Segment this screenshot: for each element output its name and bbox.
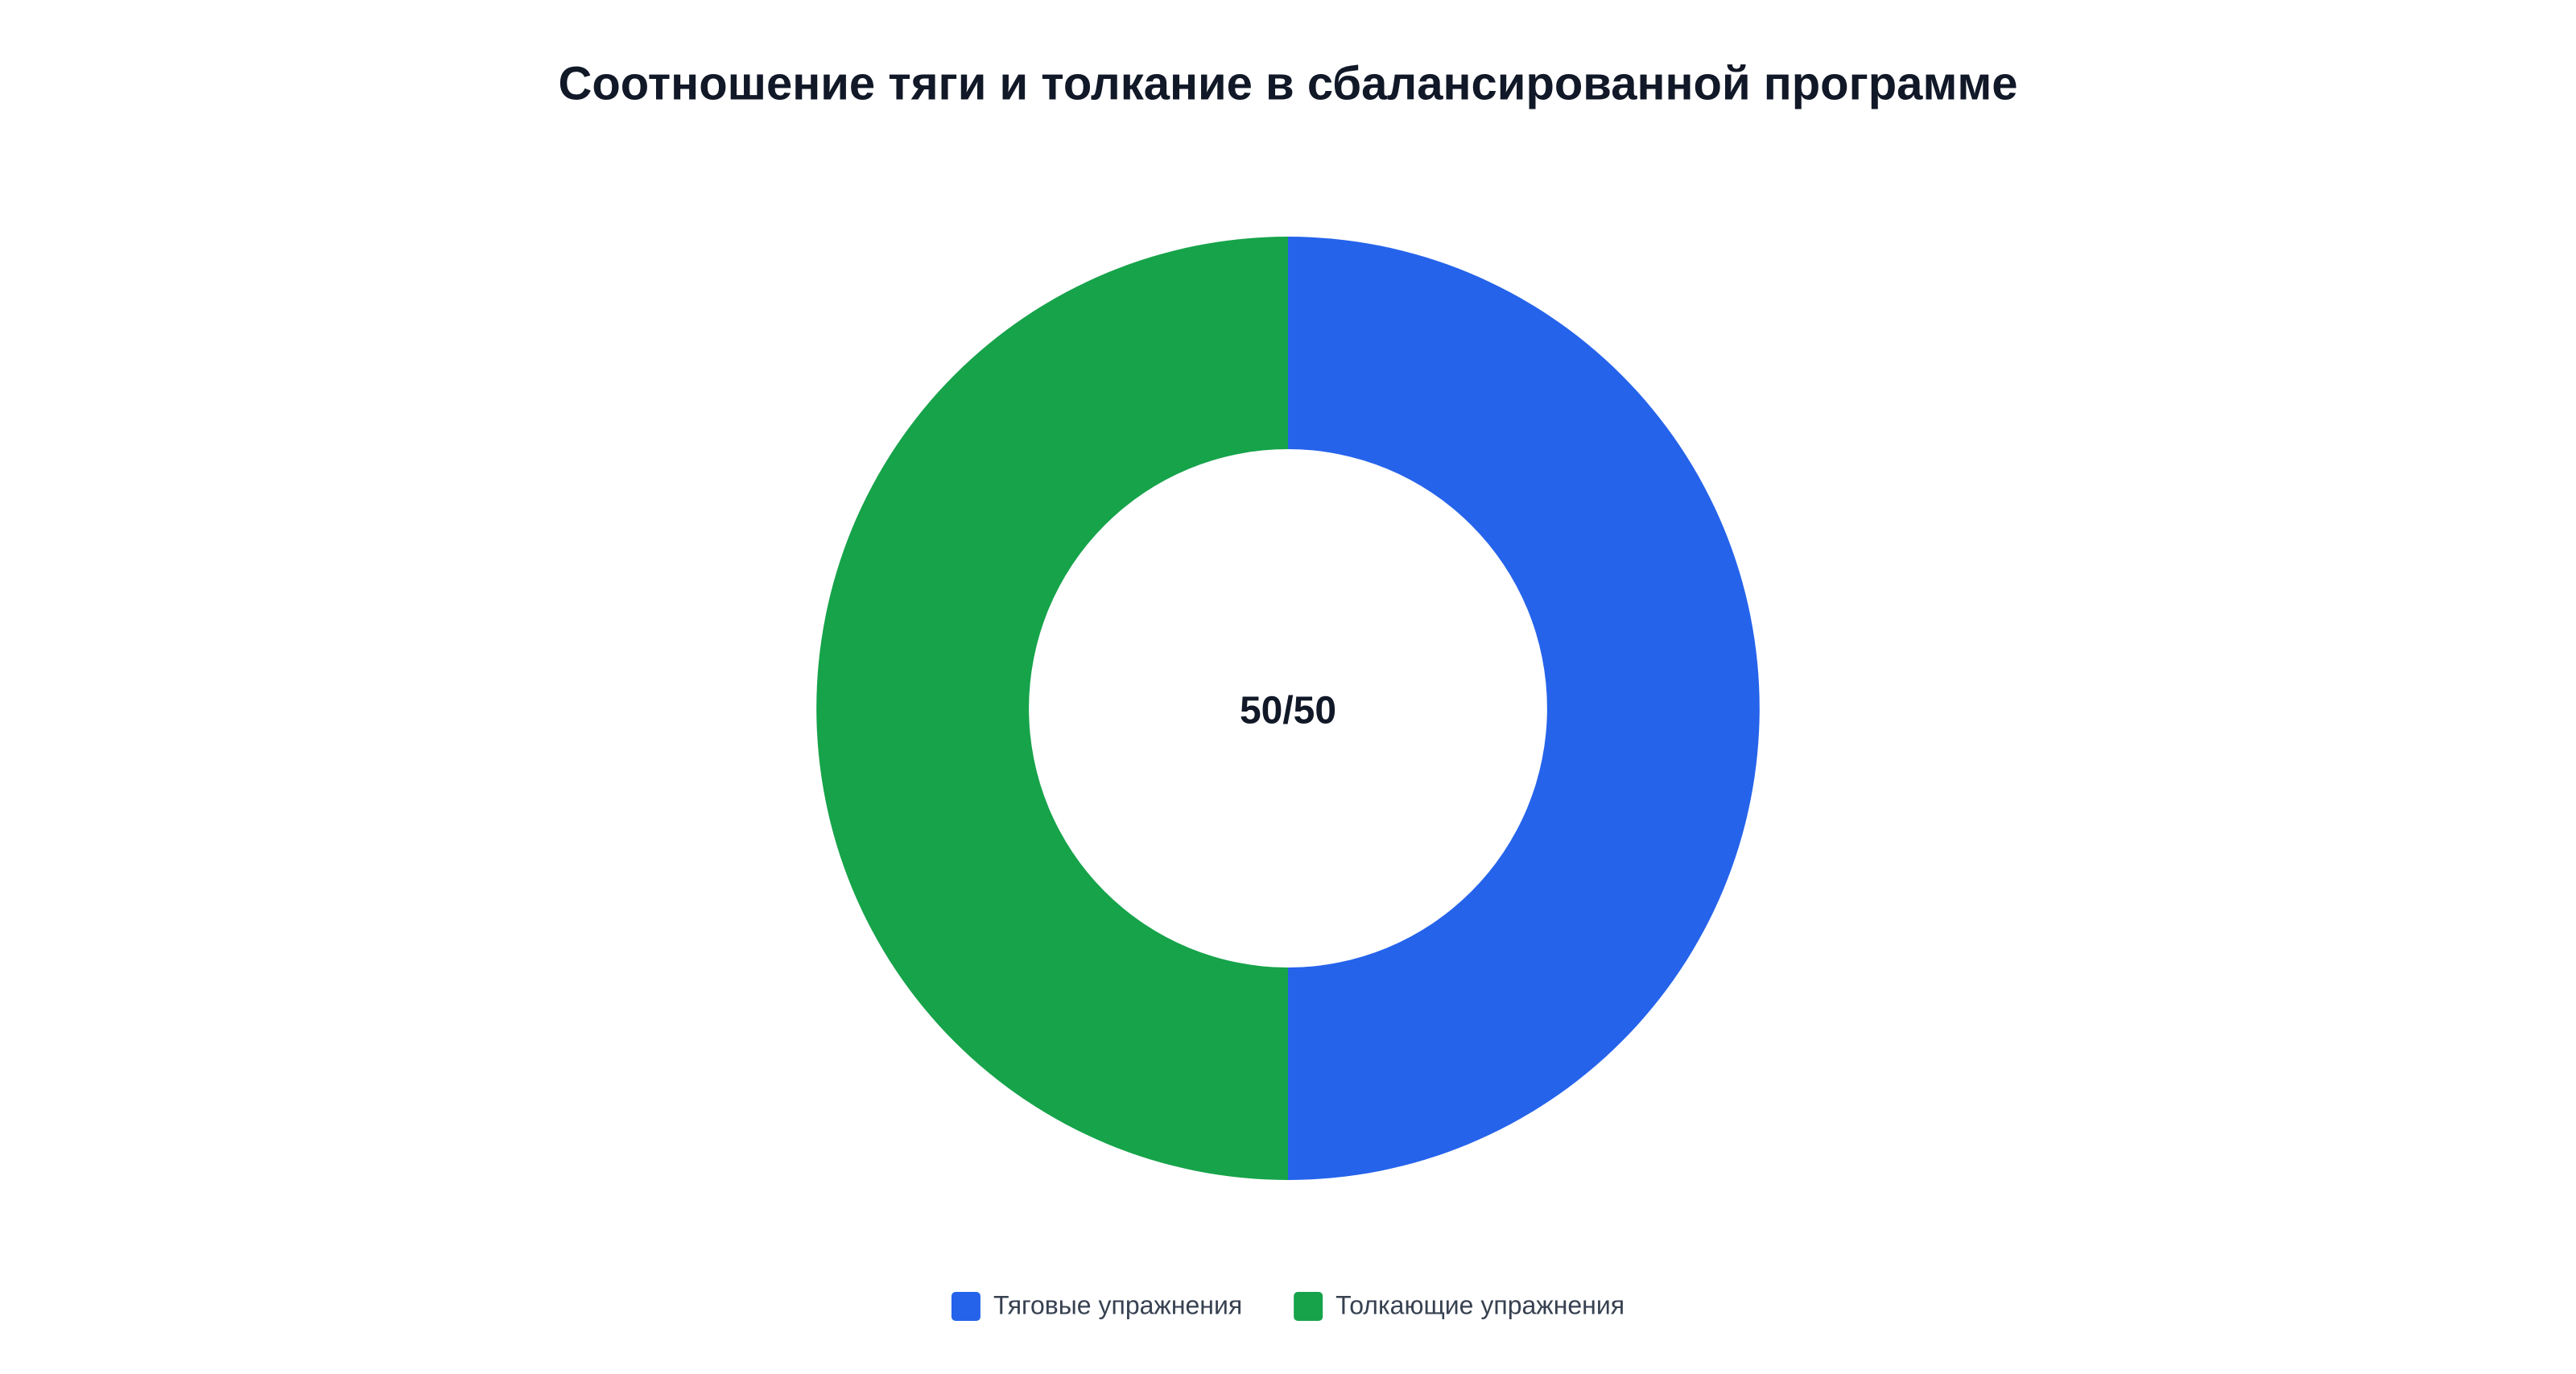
center-label: 50/50 — [1240, 690, 1336, 732]
legend-item[interactable]: Толкающие упражнения — [1294, 1290, 1624, 1321]
legend: Тяговые упражнения Толкающие упражнения — [951, 1290, 1624, 1321]
chart-title: Соотношение тяги и толкание в сбалансиро… — [558, 57, 2017, 109]
legend-item[interactable]: Тяговые упражнения — [951, 1290, 1242, 1321]
legend-label: Толкающие упражнения — [1335, 1290, 1624, 1319]
donut-slice — [1288, 237, 1760, 1180]
legend-swatch — [951, 1292, 980, 1321]
legend-swatch — [1294, 1292, 1323, 1321]
legend-label: Тяговые упражнения — [993, 1290, 1242, 1319]
donut-slice — [816, 237, 1288, 1180]
